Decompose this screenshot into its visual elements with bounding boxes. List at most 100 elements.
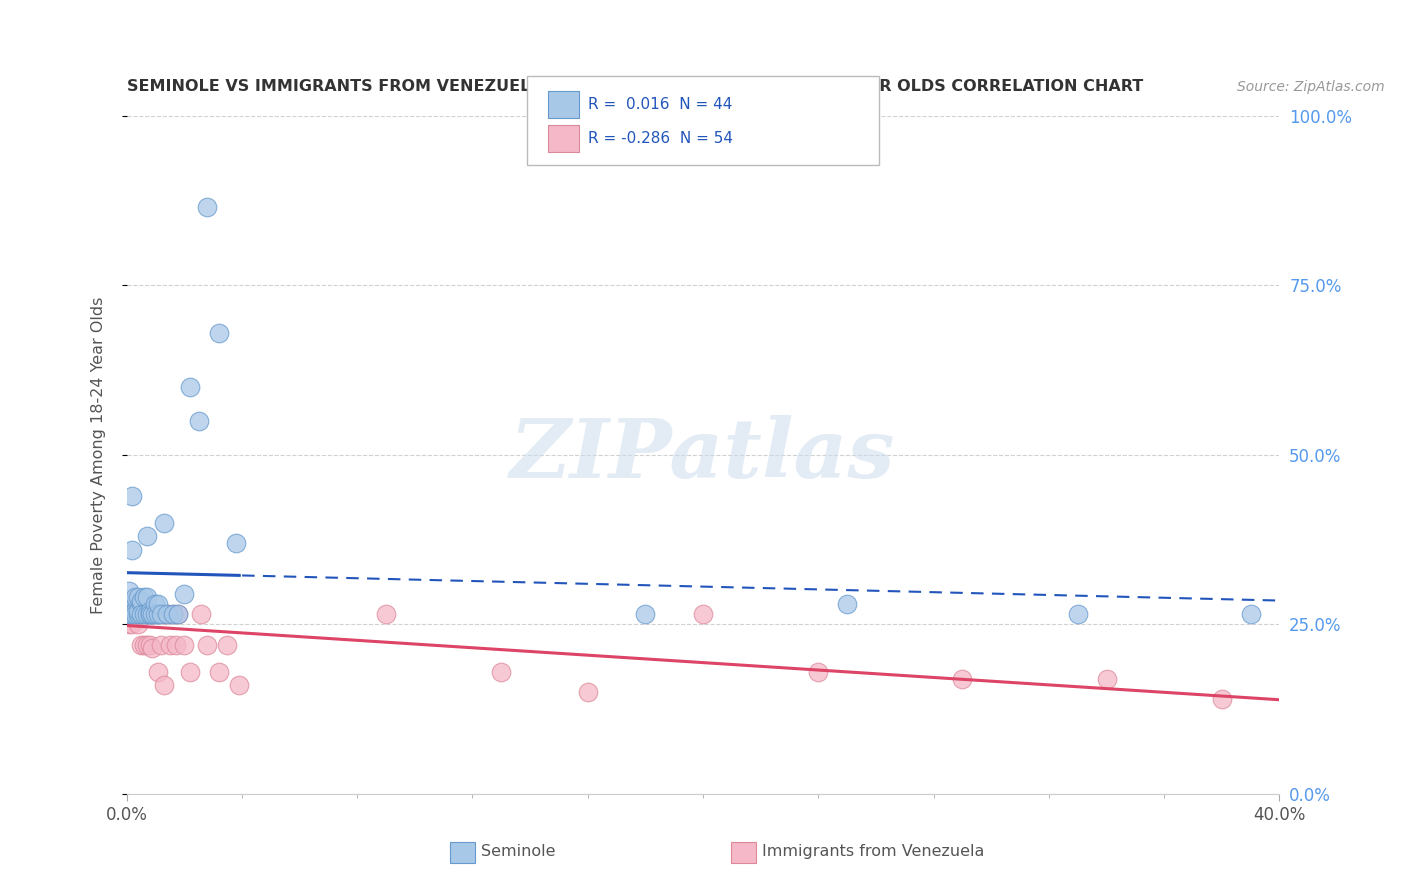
Point	[692, 607, 714, 622]
Point	[118, 583, 141, 598]
Point	[217, 638, 239, 652]
Point	[1211, 692, 1233, 706]
Point	[150, 607, 173, 622]
Point	[121, 607, 143, 622]
Point	[153, 607, 176, 622]
Point	[162, 607, 184, 622]
Point	[138, 607, 160, 622]
Text: Source: ZipAtlas.com: Source: ZipAtlas.com	[1237, 79, 1385, 94]
Point	[135, 638, 157, 652]
Point	[127, 591, 149, 605]
Point	[124, 604, 146, 618]
Point	[179, 380, 201, 394]
Point	[148, 607, 170, 622]
Point	[129, 607, 152, 622]
Point	[195, 638, 218, 652]
Point	[124, 591, 146, 605]
Point	[132, 600, 155, 615]
Point	[115, 604, 138, 618]
Point	[127, 607, 149, 622]
Point	[129, 597, 152, 611]
Point	[132, 638, 155, 652]
Point	[145, 597, 166, 611]
Point	[121, 607, 143, 622]
Point	[187, 414, 209, 428]
Point	[167, 607, 190, 622]
Point	[124, 607, 146, 622]
Point	[807, 665, 830, 679]
Point	[1095, 672, 1118, 686]
Point	[173, 638, 195, 652]
Point	[121, 617, 143, 632]
Point	[228, 678, 250, 692]
Point	[138, 607, 160, 622]
Point	[153, 516, 176, 530]
Point	[129, 593, 152, 607]
Point	[1240, 607, 1263, 622]
Point	[141, 607, 163, 622]
Point	[150, 638, 173, 652]
Point	[634, 607, 657, 622]
Text: Seminole: Seminole	[481, 845, 555, 859]
Point	[165, 638, 187, 652]
Point	[208, 665, 231, 679]
Point	[132, 607, 155, 622]
Point	[225, 536, 247, 550]
Point	[127, 617, 149, 632]
Point	[835, 597, 858, 611]
Point	[208, 326, 231, 340]
Point	[156, 607, 179, 622]
Point	[162, 607, 184, 622]
Point	[127, 607, 149, 622]
Point	[167, 607, 190, 622]
Point	[127, 597, 149, 611]
Point	[145, 607, 166, 622]
Point	[121, 489, 143, 503]
Point	[115, 597, 138, 611]
Text: SEMINOLE VS IMMIGRANTS FROM VENEZUELA FEMALE POVERTY AMONG 18-24 YEAR OLDS CORRE: SEMINOLE VS IMMIGRANTS FROM VENEZUELA FE…	[127, 78, 1143, 94]
Point	[148, 665, 170, 679]
Point	[135, 607, 157, 622]
Text: ZIPatlas: ZIPatlas	[510, 415, 896, 495]
Point	[124, 607, 146, 622]
Point	[190, 607, 212, 622]
Point	[118, 607, 141, 622]
Text: R =  0.016  N = 44: R = 0.016 N = 44	[588, 97, 733, 112]
Text: R = -0.286  N = 54: R = -0.286 N = 54	[588, 131, 733, 145]
Point	[135, 607, 157, 622]
Point	[179, 665, 201, 679]
Point	[1067, 607, 1090, 622]
Point	[159, 638, 181, 652]
Point	[195, 201, 218, 215]
Point	[135, 529, 157, 543]
Point	[576, 685, 599, 699]
Point	[374, 607, 398, 622]
Point	[148, 597, 170, 611]
Point	[115, 604, 138, 618]
Point	[135, 591, 157, 605]
Point	[129, 604, 152, 618]
Point	[121, 542, 143, 557]
Point	[118, 607, 141, 622]
Point	[115, 597, 138, 611]
Text: Immigrants from Venezuela: Immigrants from Venezuela	[762, 845, 984, 859]
Point	[156, 607, 179, 622]
Y-axis label: Female Poverty Among 18-24 Year Olds: Female Poverty Among 18-24 Year Olds	[91, 296, 105, 614]
Point	[132, 591, 155, 605]
Point	[138, 638, 160, 652]
Point	[141, 607, 163, 622]
Point	[118, 617, 141, 632]
Point	[129, 638, 152, 652]
Point	[121, 604, 143, 618]
Point	[124, 600, 146, 615]
Point	[121, 597, 143, 611]
Point	[489, 665, 512, 679]
Point	[138, 604, 160, 618]
Point	[132, 607, 155, 622]
Point	[145, 607, 166, 622]
Point	[141, 641, 163, 656]
Point	[148, 607, 170, 622]
Point	[138, 607, 160, 622]
Point	[127, 604, 149, 618]
Point	[124, 604, 146, 618]
